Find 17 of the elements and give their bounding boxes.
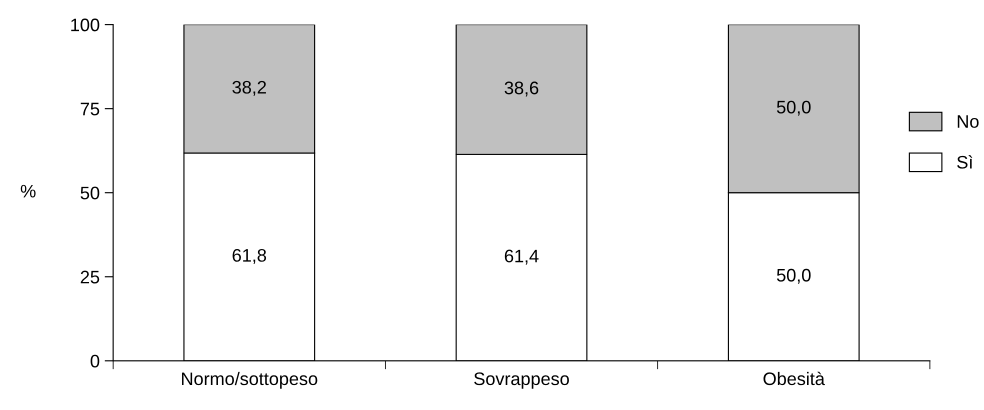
y-tick-label: 50: [80, 186, 100, 200]
data-label: 50,0: [776, 100, 811, 116]
legend-label: No: [958, 115, 979, 128]
x-tick-label: Normo/sottopeso: [182, 372, 318, 389]
y-tick-label: 25: [80, 270, 100, 284]
x-tick-label: Sovrappeso: [474, 372, 569, 389]
data-label: 61,4: [504, 250, 539, 265]
y-tick-label: 0: [90, 354, 100, 368]
data-label: 38,2: [232, 80, 266, 96]
data-label: 38,6: [504, 82, 538, 96]
y-axis-title: %: [20, 184, 36, 198]
legend-label: Sì: [957, 155, 972, 169]
data-label: 61,8: [232, 248, 266, 264]
y-tick-label: 100: [71, 18, 100, 32]
y-tick-label: 75: [80, 102, 100, 116]
x-tick-label: Obesità: [764, 372, 825, 386]
data-label: 50,0: [776, 268, 811, 284]
